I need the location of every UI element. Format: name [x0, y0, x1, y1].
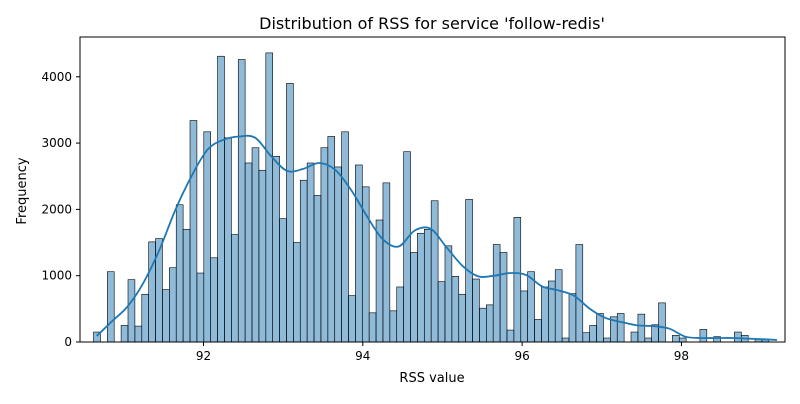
histogram-bar: [286, 83, 294, 343]
histogram-bar: [437, 281, 446, 343]
histogram-bar: [410, 252, 418, 343]
histogram-bar: [644, 337, 652, 343]
histogram-bar: [224, 137, 232, 343]
histogram-bar: [210, 257, 218, 343]
histogram-bar: [169, 267, 177, 343]
histogram-bar: [299, 179, 308, 343]
histogram-bar: [596, 313, 604, 343]
histogram-bar: [658, 302, 666, 343]
y-tick-label: 2000: [41, 202, 72, 216]
histogram-bar: [472, 278, 480, 343]
plot-frame: [79, 36, 786, 343]
kde-layer: [96, 134, 778, 341]
histogram-bar: [554, 269, 563, 343]
histogram-bar: [107, 271, 115, 343]
histogram-bar: [520, 290, 528, 343]
histogram-bar: [196, 272, 205, 343]
histogram-bar: [355, 164, 363, 343]
histogram-bar: [293, 242, 301, 343]
kde-line: [96, 134, 778, 341]
histogram-bar: [320, 147, 329, 343]
histogram-bar: [120, 325, 129, 343]
histogram-bar: [231, 234, 239, 343]
x-tick-label: 96: [514, 349, 529, 363]
histogram-bar: [458, 293, 466, 343]
histogram-bar: [313, 195, 322, 343]
x-tick-label: 92: [196, 349, 211, 363]
histogram-bar: [368, 312, 377, 343]
histogram-bar: [678, 337, 687, 343]
histogram-bar: [417, 232, 425, 343]
histogram-bar: [616, 313, 625, 343]
x-tick-label: 94: [355, 349, 370, 363]
histogram-bar: [279, 218, 287, 343]
histogram-bar: [175, 204, 184, 343]
histogram-bar: [272, 156, 280, 343]
x-axis-label: RSS value: [399, 371, 464, 386]
histogram-bar: [306, 162, 315, 343]
histogram-bar: [341, 131, 349, 343]
histogram-bar: [630, 331, 639, 343]
histogram-bar: [582, 332, 590, 343]
histogram-bar: [334, 166, 342, 343]
histogram-bar: [444, 245, 453, 343]
histogram-bar: [672, 335, 680, 343]
histogram-bar: [162, 289, 170, 343]
histogram-bar: [603, 337, 611, 343]
histogram-bar: [203, 131, 211, 343]
histogram-bar: [513, 217, 522, 343]
histogram-bar: [486, 304, 494, 343]
histogram-bar: [189, 120, 198, 343]
histogram-bar: [492, 244, 501, 343]
histogram-bar: [734, 331, 742, 343]
histogram-bar: [589, 325, 597, 343]
y-tick-label: 4000: [41, 70, 72, 84]
bars-layer: [93, 52, 770, 343]
axes-layer: 92 94 96 98 0 1000 2000 3000 4000: [41, 36, 786, 363]
histogram-bar: [251, 147, 260, 343]
histogram-bar: [430, 200, 439, 343]
y-tick-label: 3000: [41, 136, 72, 150]
histogram-bar: [396, 286, 404, 343]
histogram-bar: [451, 276, 460, 343]
histogram-bar: [534, 319, 542, 343]
histogram-bar: [258, 169, 267, 343]
histogram-bar: [561, 337, 570, 343]
histogram-bar: [389, 310, 398, 343]
x-tick-label: 98: [674, 349, 689, 363]
histogram-bar: [403, 151, 411, 343]
histogram-bar: [382, 182, 391, 343]
histogram-bar: [699, 329, 708, 343]
histogram-bar: [265, 52, 273, 343]
y-axis-label: Frequency: [15, 157, 30, 224]
histogram-bar: [575, 244, 584, 343]
chart-title: Distribution of RSS for service 'follow-…: [259, 14, 605, 33]
histogram-bar: [423, 228, 432, 343]
histogram-bar: [348, 295, 356, 343]
histogram-bar: [217, 55, 225, 343]
histogram-bar: [237, 59, 246, 343]
histogram-bar: [499, 252, 508, 343]
histogram-bar: [506, 329, 515, 343]
y-tick-label: 1000: [41, 269, 72, 283]
histogram-bar: [141, 293, 149, 343]
histogram-bar: [541, 286, 549, 343]
y-tick-label: 0: [64, 335, 72, 349]
histogram-bar: [479, 307, 487, 343]
histogram-bar: [148, 241, 156, 343]
histogram-bar: [527, 271, 535, 343]
histogram-bar: [244, 162, 253, 343]
histogram-bar: [182, 228, 191, 343]
histogram-bar: [127, 279, 136, 343]
histogram-bar: [568, 293, 577, 343]
histogram-bar: [134, 325, 143, 343]
histogram-bar: [637, 313, 646, 343]
